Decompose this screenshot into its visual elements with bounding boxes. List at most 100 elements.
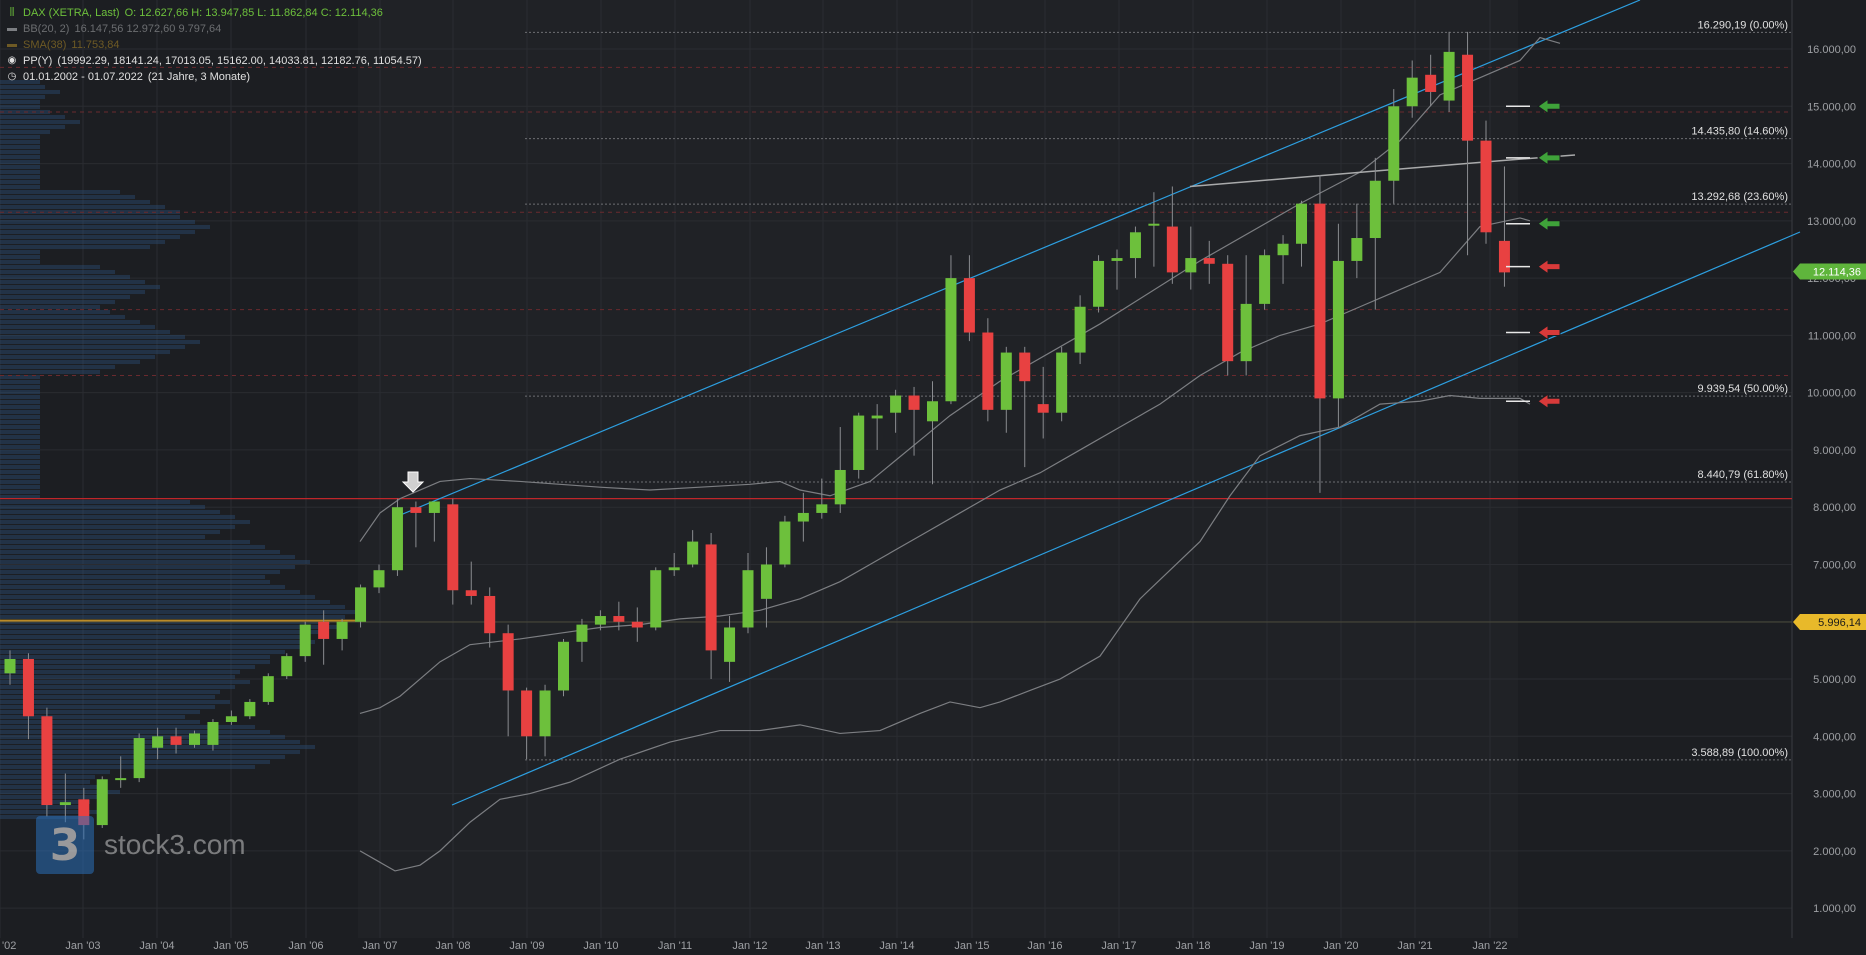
candle-body (207, 721, 219, 745)
volume-profile-bar (0, 715, 185, 719)
volume-profile-bar (0, 795, 105, 799)
volume-profile-bar (0, 725, 255, 729)
target-icon: ◉ (7, 55, 17, 66)
legend-pp: ◉ PP(Y) (19992.29, 18141.24, 17013.05, 1… (6, 53, 422, 69)
candle-body (447, 504, 459, 591)
x-tick-label: Jan '16 (1027, 940, 1062, 952)
legend-bb-values: 16.147,56 12.972,60 9.797,64 (74, 23, 222, 35)
candle-body (41, 716, 53, 806)
volume-profile-bar (0, 230, 195, 234)
analysis-zone (358, 0, 1518, 938)
volume-profile-bar (0, 115, 65, 119)
volume-profile-bar (0, 225, 210, 229)
y-tick-label: 7.000,00 (1813, 559, 1856, 571)
candle-body (262, 676, 274, 702)
volume-profile-bar (0, 680, 250, 684)
volume-profile-bar (0, 555, 295, 559)
volume-profile-bar (0, 310, 110, 314)
y-tick-label: 3.000,00 (1813, 789, 1856, 801)
candle-body (391, 507, 403, 571)
volume-profile-bar (0, 570, 280, 574)
last-price-badge-bg (1793, 263, 1866, 280)
volume-profile-bar (0, 235, 180, 239)
volume-profile-bar (0, 265, 100, 269)
y-tick-label: 2.000,00 (1813, 846, 1856, 858)
clock-icon: ◷ (7, 71, 17, 82)
x-tick-label: Jan '10 (583, 940, 618, 952)
candle-body (22, 658, 34, 717)
marker-price-badge-bg (1793, 613, 1866, 630)
volume-profile-bar (0, 480, 40, 484)
volume-profile-bar (0, 465, 40, 469)
x-tick-label: Jan '08 (435, 940, 470, 952)
legend-instrument: DAX (XETRA, Last) (23, 7, 120, 19)
volume-profile-bar (0, 340, 200, 344)
volume-profile-bar (0, 130, 50, 134)
volume-profile-bar (0, 600, 330, 604)
volume-profile-bar (0, 330, 170, 334)
candle-body (1000, 352, 1012, 410)
volume-profile-bar (0, 175, 40, 179)
candle-body (1277, 243, 1289, 256)
volume-profile-bar (0, 85, 45, 89)
volume-profile-bar (0, 290, 145, 294)
legend-range-duration: (21 Jahre, 3 Monate) (147, 71, 251, 83)
volume-profile-bar (0, 625, 340, 629)
candle-body (1111, 258, 1123, 261)
candle-body (355, 587, 367, 622)
volume-profile-bar (0, 580, 270, 584)
candle-body (1406, 77, 1418, 107)
candle-body (484, 595, 496, 634)
volume-profile-bar (0, 695, 215, 699)
pivot-arrow-green-icon (1537, 215, 1561, 232)
candle-body (631, 621, 643, 628)
candle-body (724, 627, 736, 662)
volume-profile-bar (0, 375, 40, 379)
volume-profile-bar (0, 80, 40, 84)
candle-body (1222, 263, 1234, 362)
volume-profile-bar (0, 455, 40, 459)
y-tick-label: 11.000,00 (1808, 330, 1856, 342)
legend-range-dates: 01.01.2002 - 01.07.2022 (23, 71, 143, 83)
volume-profile-bar (0, 405, 40, 409)
volume-profile-bar (0, 535, 205, 539)
watermark: 3 stock3.com (36, 816, 246, 874)
volume-profile-bar (0, 450, 40, 454)
volume-profile-bar (0, 335, 185, 339)
x-tick-label: Jan '03 (65, 940, 100, 952)
volume-profile-bar (0, 320, 140, 324)
x-tick-label: Jan '15 (954, 940, 989, 952)
candle-body (705, 544, 717, 651)
volume-profile-bar (0, 410, 40, 414)
volume-profile-bar (0, 315, 125, 319)
volume-profile-bar (0, 270, 115, 274)
candle-body (1259, 255, 1271, 304)
x-tick-label: Jan '20 (1323, 940, 1358, 952)
legend-sma: ▬ SMA(38) 11.753,84 (6, 37, 422, 53)
candle-body (1369, 180, 1381, 239)
candle-body (1351, 238, 1363, 261)
volume-profile-bar (0, 650, 285, 654)
volume-profile-bar (0, 740, 300, 744)
marker-price-badge: 5.996,14 (1818, 617, 1861, 629)
candle-body (613, 616, 625, 622)
volume-profile-bar (0, 765, 255, 769)
candle-body (1296, 203, 1307, 244)
candle-body (650, 570, 662, 628)
y-tick-label: 1.000,00 (1813, 903, 1856, 915)
volume-profile-bar (0, 275, 130, 279)
volume-profile-bar (0, 520, 250, 524)
bb-upper-line (359, 36, 1561, 542)
candle-body (1462, 54, 1474, 141)
volume-profile-bar (0, 425, 40, 429)
volume-profile-bar (0, 610, 360, 614)
x-tick-label: Jan '07 (362, 940, 397, 952)
volume-profile-bar (0, 90, 60, 94)
candle-body (373, 570, 385, 588)
volume-profile-bar (0, 420, 40, 424)
volume-profile-bar (0, 690, 220, 694)
volume-profile-bar (0, 260, 40, 264)
x-tick-label: Jan '14 (879, 940, 914, 952)
candle-body (982, 332, 994, 410)
volume-profile-bar (0, 305, 100, 309)
